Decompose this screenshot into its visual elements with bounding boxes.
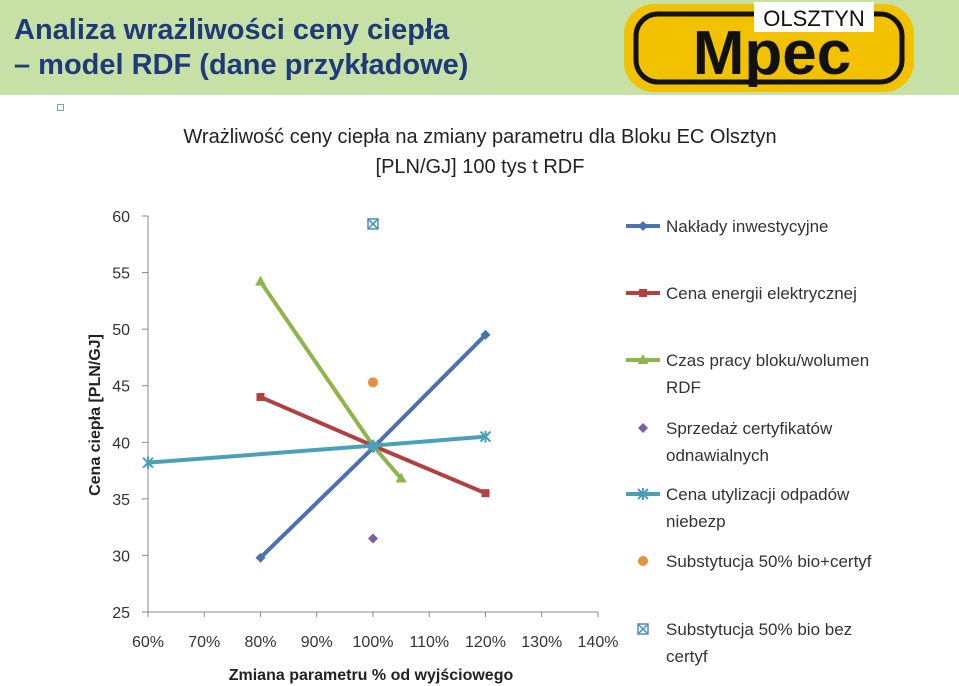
series-7	[367, 218, 379, 230]
data-point	[368, 533, 378, 544]
legend-marker	[637, 354, 649, 364]
legend-marker	[637, 488, 649, 500]
slide-title-line-2: – model RDF (dane przykładowe)	[14, 49, 469, 81]
data-point	[481, 489, 490, 498]
x-tick-label: 60%	[132, 634, 164, 651]
logo-city-text: OLSZTYN	[763, 6, 864, 31]
y-tick-label: 60	[112, 209, 130, 226]
x-axis-label: Zmiana parametru % od wyjściowego	[229, 667, 514, 684]
x-tick-label: 120%	[465, 634, 506, 651]
logo-city-box	[754, 2, 874, 32]
data-point	[142, 456, 154, 469]
legend-item-6: Substytucja 50% bio+certyf	[638, 552, 872, 571]
chart-series	[142, 218, 492, 563]
bullet-marker	[57, 104, 64, 111]
chart-axes: 25 30 35 40 45 50 55 60 60% 70% 80% 90% 100% 110% 120%…	[112, 209, 618, 651]
legend-label: Substytucja 50% bio+certyf	[666, 552, 872, 571]
legend-item-4: Sprzedaż certyfikatów odnawialnych	[638, 419, 833, 465]
y-tick-label: 40	[112, 435, 130, 452]
legend-label: Sprzedaż certyfikatów	[666, 419, 833, 438]
legend-marker	[637, 623, 649, 635]
legend-label: Nakłady inwestycyjne	[666, 217, 829, 236]
y-tick-label: 55	[112, 266, 130, 283]
series-4	[368, 533, 378, 544]
x-tick-label: 80%	[244, 634, 276, 651]
legend-item-5: Cena utylizacji odpadów niebezp	[626, 485, 850, 531]
y-axis-label: Cena ciepła [PLN/GJ]	[87, 334, 104, 496]
y-tick-label: 25	[112, 605, 130, 622]
legend-item-1: Nakłady inwestycyjne	[626, 217, 829, 236]
chart-legend: Nakłady inwestycyjne Cena energii elektry…	[626, 217, 872, 666]
series-6	[368, 377, 378, 388]
y-tick-label: 45	[112, 379, 130, 396]
mpec-logo: Mpec OLSZTYN	[624, 2, 914, 92]
data-point	[256, 393, 265, 402]
data-point	[367, 439, 379, 452]
legend-label: odnawialnych	[666, 446, 769, 465]
slide-title: Analiza wrażliwości ceny ciepła – model …	[14, 13, 468, 83]
legend-label: niebezp	[666, 512, 726, 531]
legend-item-3: Czas pracy bloku/wolumen RDF	[626, 351, 869, 397]
legend-label: certyf	[666, 647, 708, 666]
legend-item-7: Substytucja 50% bio bez certyf	[637, 620, 852, 666]
series-line	[147, 434, 486, 465]
data-point	[480, 329, 491, 340]
data-point	[255, 275, 266, 286]
chart-title-line-1: Wrażliwość ceny ciepła na zmiany paramet…	[183, 126, 777, 148]
legend-marker	[638, 221, 648, 231]
y-tick-label: 50	[112, 322, 130, 339]
slide-title-line-1: Analiza wrażliwości ceny ciepła	[14, 14, 450, 46]
series-5	[142, 430, 492, 469]
data-point	[479, 430, 492, 443]
data-point	[255, 552, 266, 563]
x-tick-label: 130%	[521, 634, 562, 651]
legend-marker	[638, 556, 648, 566]
data-point	[368, 377, 378, 388]
data-point	[367, 218, 379, 230]
legend-label: Cena utylizacji odpadów	[666, 485, 850, 504]
legend-label: Substytucja 50% bio bez	[666, 620, 852, 639]
legend-item-2: Cena energii elektrycznej	[626, 284, 857, 303]
chart-title-line-2: [PLN/GJ] 100 tys t RDF	[375, 156, 585, 178]
x-tick-label: 100%	[353, 634, 394, 651]
legend-marker	[638, 423, 648, 433]
slide-header: Analiza wrażliwości ceny ciepła – model …	[0, 0, 959, 95]
x-tick-label: 110%	[409, 634, 449, 651]
y-tick-label: 35	[112, 492, 130, 509]
y-tick-label: 30	[112, 548, 130, 565]
legend-marker	[639, 289, 647, 297]
x-tick-label: 140%	[578, 634, 619, 651]
legend-label: Czas pracy bloku/wolumen	[666, 351, 869, 370]
data-point	[395, 472, 407, 483]
chart-title: Wrażliwość ceny ciepła na zmiany paramet…	[140, 122, 820, 182]
legend-label: Cena energii elektrycznej	[666, 284, 857, 303]
x-tick-label: 70%	[188, 634, 220, 651]
x-tick-label: 90%	[301, 634, 333, 651]
legend-label: RDF	[666, 378, 701, 397]
